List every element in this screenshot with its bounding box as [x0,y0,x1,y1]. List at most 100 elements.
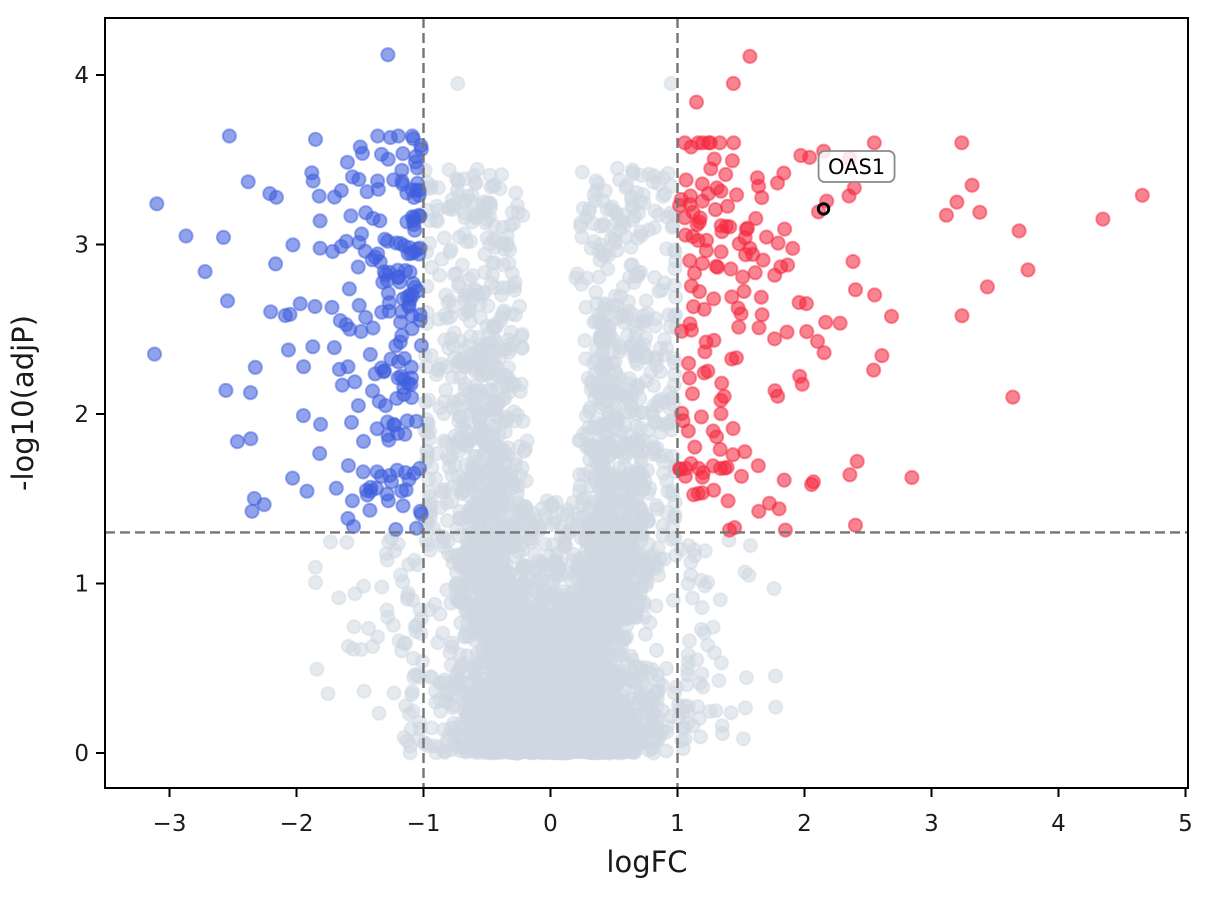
data-point-down_significant [413,506,429,522]
data-point-not_significant [452,743,468,759]
data-point-not_significant [588,284,604,300]
data-point-not_significant [490,601,506,617]
data-point-not_significant [480,477,496,493]
data-point-not_significant [637,626,654,642]
data-point-not_significant [571,483,588,499]
data-point-not_significant [450,468,466,484]
data-point-down_significant [362,346,378,363]
data-point-not_significant [433,356,450,372]
data-point-not_significant [469,161,485,177]
data-point-down_significant [343,208,359,224]
data-point-not_significant [473,562,489,578]
data-point-down_significant [305,173,321,189]
data-point-not_significant [557,706,573,722]
data-point-not_significant [668,289,684,305]
data-point-not_significant [464,689,480,705]
data-point-not_significant [596,439,612,455]
data-point-not_significant [407,619,423,635]
data-point-not_significant [604,356,621,372]
data-point-not_significant [652,340,668,357]
data-point-not_significant [586,380,602,396]
data-point-not_significant [737,700,754,716]
data-point-down_significant [396,350,412,367]
data-point-not_significant [621,404,637,420]
data-point-not_significant [492,617,508,634]
data-point-not_significant [609,471,626,487]
data-point-down_significant [407,154,423,170]
data-point-down_significant [332,313,348,329]
data-point-not_significant [573,276,590,292]
data-point-not_significant [468,610,484,626]
data-point-not_significant [714,726,731,742]
data-point-not_significant [592,218,608,234]
data-point-down_significant [402,292,418,308]
data-point-not_significant [472,310,489,326]
data-point-not_significant [586,628,603,644]
data-point-down_significant [268,256,284,272]
data-point-not_significant [656,551,673,567]
data-point-not_significant [610,514,626,530]
data-point-not_significant [371,705,387,721]
data-point-not_significant [467,544,483,561]
data-point-not_significant [510,607,526,623]
data-point-not_significant [474,582,490,598]
data-point-not_significant [379,602,395,618]
data-point-not_significant [573,218,589,234]
data-point-not_significant [529,719,545,735]
data-point-down_significant [345,518,362,535]
data-point-down_significant [221,128,237,144]
data-point-not_significant [489,648,505,664]
data-point-not_significant [645,740,661,756]
data-point-not_significant [577,573,593,589]
data-point-not_significant [476,446,492,462]
data-point-not_significant [484,721,500,737]
data-point-not_significant [436,539,452,555]
data-point-not_significant [629,378,646,394]
data-point-down_significant [312,240,328,256]
data-point-not_significant [537,506,553,522]
data-point-not_significant [471,675,487,691]
data-point-not_significant [436,743,452,759]
data-point-not_significant [486,320,502,336]
data-point-not_significant [356,683,372,699]
data-point-not_significant [339,534,355,550]
data-point-not_significant [609,676,625,693]
data-point-not_significant [632,705,648,722]
data-point-down_significant [376,364,392,380]
data-point-not_significant [396,635,412,651]
data-point-down_significant [146,346,163,362]
data-point-not_significant [441,199,457,215]
data-point-not_significant [452,504,468,520]
data-point-not_significant [430,635,446,651]
data-point-not_significant [683,554,699,570]
data-point-not_significant [619,695,635,712]
data-point-not_significant [307,559,324,575]
data-point-not_significant [422,424,438,440]
data-point-not_significant [649,723,665,739]
data-point-not_significant [572,467,588,483]
data-point-down_significant [218,382,234,398]
data-point-down_significant [351,297,367,313]
data-point-not_significant [436,433,452,449]
data-point-down_significant [395,146,411,162]
data-point-down_significant [296,359,312,375]
data-point-not_significant [495,257,512,273]
data-point-not_significant [331,590,347,606]
data-point-down_significant [383,351,399,367]
data-point-down_significant [362,502,378,518]
data-point-not_significant [651,283,667,299]
data-point-down_significant [403,370,420,386]
data-point-not_significant [374,579,390,595]
data-point-down_significant [242,385,259,401]
data-point-not_significant [450,173,466,189]
data-point-not_significant [649,440,665,456]
data-point-not_significant [539,493,555,509]
data-point-not_significant [320,686,336,702]
data-point-not_significant [507,274,523,290]
data-point-not_significant [565,546,582,563]
data-point-not_significant [442,645,458,661]
data-point-not_significant [638,555,655,571]
data-point-not_significant [619,655,636,671]
data-point-down_significant [347,374,363,390]
